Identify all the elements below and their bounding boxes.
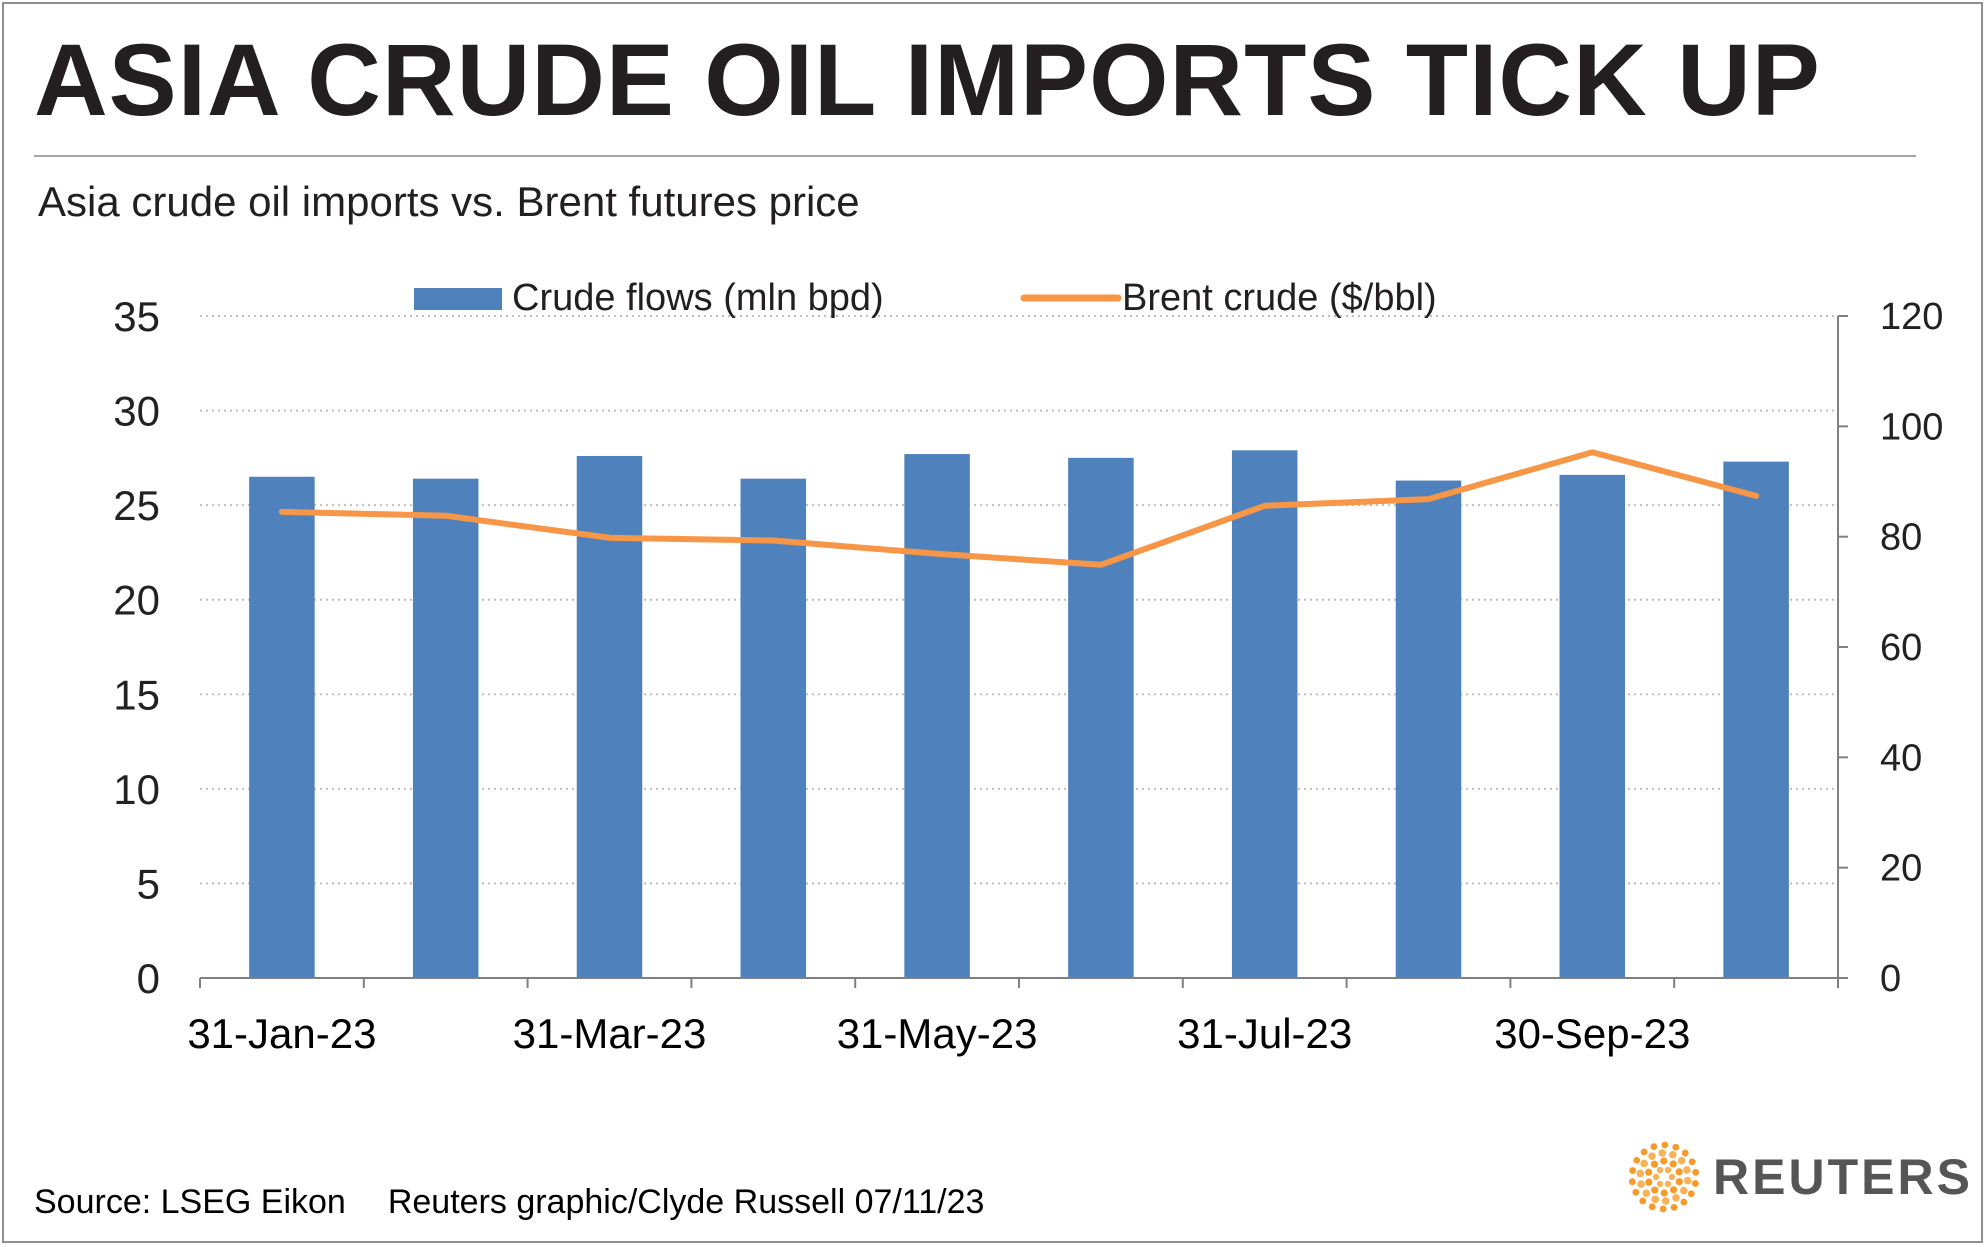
bar-crude-flows xyxy=(412,478,479,978)
x-tick-label: 31-Jan-23 xyxy=(187,1010,376,1057)
logo-dot xyxy=(1628,1178,1636,1186)
reuters-logo[interactable]: REUTERS xyxy=(1625,1135,1973,1219)
left-y-tick-label: 35 xyxy=(113,293,160,340)
logo-dot xyxy=(1675,1168,1683,1176)
logo-dot xyxy=(1675,1178,1683,1186)
logo-dot xyxy=(1637,1180,1645,1188)
left-y-tick-label: 15 xyxy=(113,671,160,718)
logo-dot xyxy=(1677,1156,1686,1165)
left-y-tick-label: 10 xyxy=(113,766,160,813)
logo-dot xyxy=(1648,1152,1656,1160)
logo-dot xyxy=(1632,1188,1640,1196)
logo-dot xyxy=(1668,1173,1676,1181)
chart-footer: Source: LSEG Eikon Reuters graphic/Clyde … xyxy=(34,1183,984,1222)
right-y-tick-label: 120 xyxy=(1880,296,1943,338)
bar-crude-flows xyxy=(1559,474,1626,978)
title-divider xyxy=(34,155,1916,157)
logo-dot xyxy=(1669,1160,1677,1168)
logo-dot xyxy=(1681,1149,1689,1157)
logo-dot xyxy=(1664,1166,1672,1174)
logo-dot xyxy=(1672,1194,1680,1202)
logo-dot xyxy=(1660,1189,1668,1197)
left-y-tick-label: 0 xyxy=(137,955,160,1002)
logo-dot xyxy=(1669,1186,1678,1194)
right-y-tick-label: 0 xyxy=(1880,958,1901,1000)
logo-dot xyxy=(1660,1157,1668,1165)
chart-title: ASIA CRUDE OIL IMPORTS TICK UP xyxy=(34,23,1821,137)
logo-dot xyxy=(1680,1186,1688,1195)
logo-dot xyxy=(1645,1178,1653,1186)
x-tick-label: 30-Sep-23 xyxy=(1494,1010,1690,1057)
credit-note: Reuters graphic/Clyde Russell 07/11/23 xyxy=(387,1183,985,1221)
logo-dot xyxy=(1692,1168,1700,1176)
bar-crude-flows xyxy=(904,454,970,978)
bar-crude-flows xyxy=(249,476,315,978)
logo-dot xyxy=(1656,1180,1664,1188)
x-tick-label: 31-May-23 xyxy=(837,1010,1038,1057)
logo-dot xyxy=(1640,1148,1648,1156)
logo-dot xyxy=(1661,1197,1670,1205)
reuters-logo-text: REUTERS xyxy=(1713,1149,1973,1205)
logo-dot xyxy=(1642,1189,1651,1198)
logo-dot xyxy=(1669,1150,1677,1159)
legend-swatch-crude-flows xyxy=(414,288,502,310)
left-y-tick-label: 30 xyxy=(113,388,160,435)
bar-crude-flows xyxy=(1395,480,1462,978)
reuters-dot-ring-icon xyxy=(1628,1141,1700,1213)
logo-dot xyxy=(1648,1203,1656,1211)
line-brent-crude xyxy=(278,449,1760,568)
logo-dot xyxy=(1650,1160,1659,1168)
logo-dot xyxy=(1691,1180,1699,1187)
logo-dot xyxy=(1640,1159,1648,1168)
right-y-tick-label: 80 xyxy=(1880,517,1922,559)
right-y-tick-label: 100 xyxy=(1880,406,1943,448)
logo-dot xyxy=(1633,1156,1641,1164)
logo-dot xyxy=(1664,1180,1672,1188)
logo-dot xyxy=(1659,1205,1667,1213)
logo-dot xyxy=(1687,1190,1695,1198)
logo-dot xyxy=(1688,1158,1696,1166)
left-y-tick-label: 20 xyxy=(113,577,160,624)
logo-dot xyxy=(1652,1173,1660,1181)
legend-label-crude-flows: Crude flows (mln bpd) xyxy=(512,277,884,319)
logo-dot xyxy=(1651,1186,1659,1194)
logo-dot xyxy=(1636,1169,1645,1178)
bar-crude-flows xyxy=(576,455,643,979)
logo-dot xyxy=(1656,1166,1664,1174)
left-y-tick-label: 25 xyxy=(113,482,160,529)
right-y-tick-label: 20 xyxy=(1880,848,1922,890)
logo-dot xyxy=(1650,1143,1658,1151)
logo-dot xyxy=(1672,1143,1680,1151)
x-tick-label: 31-Jul-23 xyxy=(1177,1010,1352,1057)
right-y-tick-label: 40 xyxy=(1880,737,1922,779)
logo-dot xyxy=(1670,1203,1678,1211)
legend-label-brent-crude: Brent crude ($/bbl) xyxy=(1122,277,1437,319)
logo-dot xyxy=(1651,1195,1659,1204)
bar-crude-flows xyxy=(1723,461,1789,978)
logo-dot xyxy=(1680,1198,1688,1206)
logo-dot xyxy=(1639,1197,1647,1205)
logo-dot xyxy=(1645,1168,1653,1176)
right-y-tick-label: 60 xyxy=(1880,627,1922,669)
bar-crude-flows xyxy=(1231,450,1298,978)
logo-dot xyxy=(1683,1166,1691,1174)
source-note: Source: LSEG Eikon xyxy=(34,1183,346,1221)
x-tick-label: 31-Mar-23 xyxy=(513,1010,707,1057)
logo-dot xyxy=(1629,1167,1637,1174)
bar-crude-flows xyxy=(740,478,807,978)
chart-subtitle: Asia crude oil imports vs. Brent futures… xyxy=(38,178,860,225)
logo-dot xyxy=(1661,1141,1669,1149)
bar-crude-flows xyxy=(1068,457,1134,978)
logo-dot xyxy=(1658,1149,1667,1157)
left-y-tick-label: 5 xyxy=(137,860,160,907)
logo-dot xyxy=(1683,1176,1692,1185)
